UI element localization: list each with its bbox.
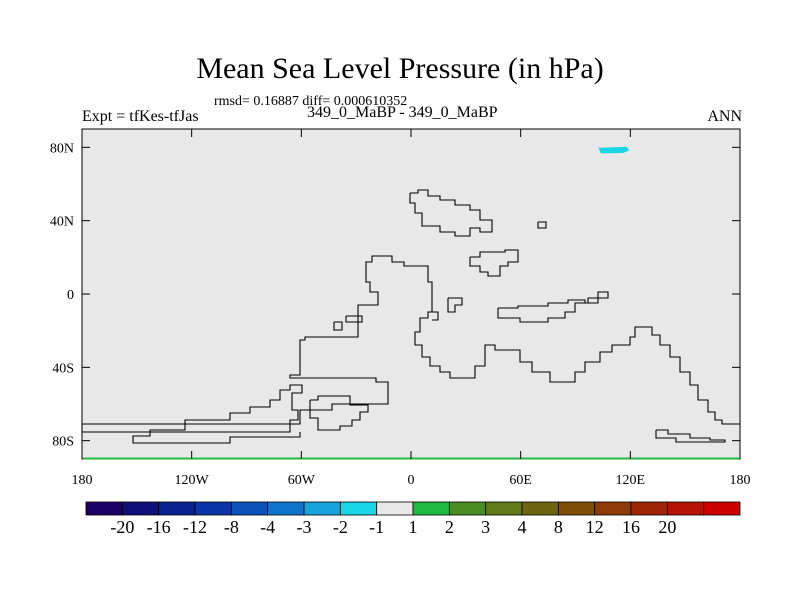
colorbar-swatch xyxy=(85,501,123,516)
colorbar-label: -3 xyxy=(297,517,312,537)
colorbar-swatch xyxy=(267,501,305,516)
colorbar-label: 2 xyxy=(445,517,454,537)
colorbar-swatch xyxy=(557,501,596,516)
colorbar-label: -16 xyxy=(147,517,171,537)
y-tick-label: 40N xyxy=(50,215,74,230)
colorbar-label: -12 xyxy=(183,517,207,537)
x-tick-label: 60E xyxy=(509,473,532,488)
experiment-names: 349_0_MaBP - 349_0_MaBP xyxy=(307,104,498,121)
colorbar-swatch xyxy=(594,501,632,516)
colorbar-swatch xyxy=(448,501,487,516)
coastline-segment xyxy=(82,384,303,444)
colorbar-swatch xyxy=(703,501,741,516)
experiment-label: Expt = tfKes-tfJas xyxy=(82,108,199,125)
colorbar-swatch xyxy=(412,501,450,516)
colorbar-label: 8 xyxy=(554,517,563,537)
x-axis: 180 120W 60W 0 60E 120E 180 xyxy=(72,129,751,488)
x-tick-label: 0 xyxy=(408,473,415,488)
colorbar-label: -8 xyxy=(224,517,239,537)
colorbar-swatch xyxy=(521,501,559,516)
coastline-segment xyxy=(497,291,609,323)
colorbar-swatch xyxy=(121,501,160,516)
coastline-segment xyxy=(333,321,343,331)
map-area xyxy=(81,128,741,460)
coastlines xyxy=(81,189,740,444)
colorbar-swatch xyxy=(339,501,378,516)
coastline-segment xyxy=(469,249,519,277)
y-tick-label: 40S xyxy=(52,361,74,376)
coastline-segment xyxy=(447,297,463,313)
coastline-segment xyxy=(432,311,439,321)
colorbar-label: -1 xyxy=(369,517,384,537)
y-axis: 80N 40N 0 40S 80S xyxy=(50,141,740,450)
y-tick-label: 0 xyxy=(67,288,74,303)
colorbar-swatch xyxy=(485,501,523,516)
colorbar-label: 3 xyxy=(481,517,490,537)
colorbar-label: -4 xyxy=(260,517,275,537)
coastline-segment xyxy=(655,429,726,443)
coastline-segment xyxy=(309,395,369,431)
colorbar-swatch xyxy=(666,501,705,516)
arctic-anomaly xyxy=(598,146,630,154)
colorbar-swatch xyxy=(194,501,232,516)
colorbar-swatch xyxy=(158,501,196,516)
x-tick-label: 120E xyxy=(616,473,646,488)
stats-text: rmsd= 0.16887 diff= 0.000610352 xyxy=(214,94,408,109)
colorbar-swatch xyxy=(230,501,269,516)
colorbar-label: -2 xyxy=(333,517,348,537)
x-tick-label: 60W xyxy=(288,473,316,488)
colorbar: -20 -16 -12 -8 -4 -3 -2 -1 1 2 3 4 8 12 16 20 xyxy=(85,501,741,537)
colorbar-label: 4 xyxy=(518,517,527,537)
coastline-segment xyxy=(345,315,363,323)
x-tick-label: 180 xyxy=(730,473,751,488)
colorbar-label: -20 xyxy=(110,517,134,537)
colorbar-label: 12 xyxy=(586,517,604,537)
colorbar-label: 16 xyxy=(622,517,640,537)
colorbar-label: 1 xyxy=(409,517,418,537)
coastline-segment xyxy=(409,189,493,237)
colorbar-swatch xyxy=(376,501,414,516)
season-label: ANN xyxy=(707,108,742,125)
x-tick-label: 180 xyxy=(72,473,93,488)
coastline-segment xyxy=(82,255,740,425)
y-tick-label: 80S xyxy=(52,435,74,450)
y-tick-label: 80N xyxy=(50,141,74,156)
colorbar-swatch xyxy=(630,501,668,516)
colorbar-label: 20 xyxy=(658,517,676,537)
coastline-segment xyxy=(537,221,547,229)
x-tick-label: 120W xyxy=(175,473,210,488)
plot-title: Mean Sea Level Pressure (in hPa) xyxy=(196,52,604,85)
colorbar-swatch xyxy=(303,501,341,516)
